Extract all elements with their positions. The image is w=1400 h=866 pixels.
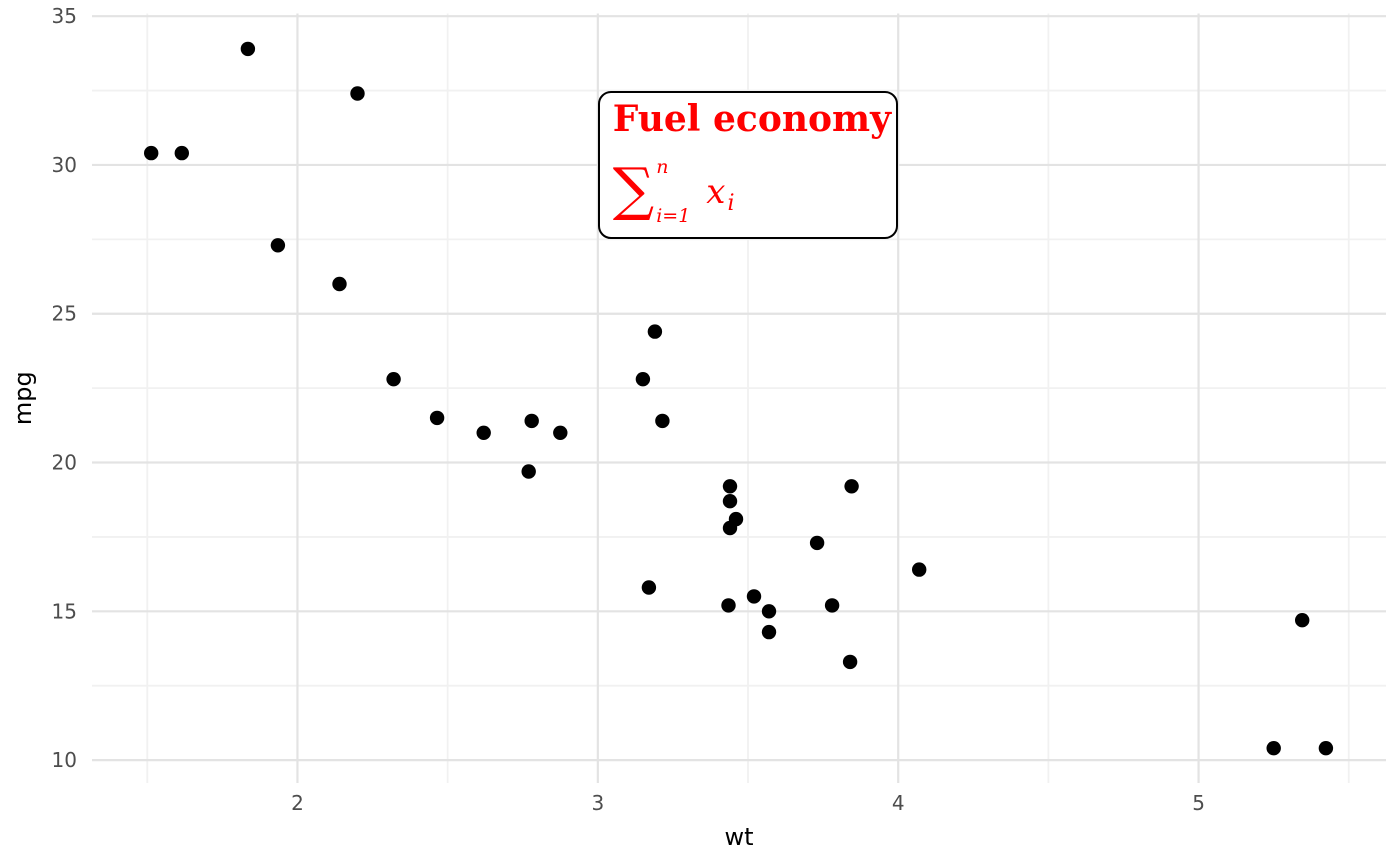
data-point bbox=[386, 372, 401, 387]
data-point bbox=[1295, 613, 1310, 628]
y-tick-label: 15 bbox=[52, 599, 77, 623]
annotation-box: Fuel economy ∑ n i=1 x i bbox=[597, 90, 899, 240]
data-point bbox=[553, 425, 568, 440]
data-point bbox=[809, 535, 825, 551]
data-point bbox=[912, 562, 927, 577]
data-point bbox=[429, 410, 445, 426]
data-point bbox=[1266, 741, 1281, 756]
data-points bbox=[144, 41, 1334, 756]
x-tick-label: 3 bbox=[591, 791, 604, 815]
data-point bbox=[721, 598, 736, 613]
formula-variable-subscript: i bbox=[727, 191, 735, 217]
y-tick-label: 30 bbox=[52, 153, 77, 177]
data-point bbox=[761, 624, 777, 640]
data-point bbox=[521, 464, 536, 479]
x-tick-label: 4 bbox=[892, 791, 905, 815]
data-point bbox=[240, 41, 256, 57]
summation-sigma-symbol: ∑ bbox=[612, 155, 655, 224]
data-point bbox=[746, 589, 762, 604]
data-point bbox=[641, 580, 657, 595]
summation-lower-limit: i=1 bbox=[656, 205, 691, 228]
data-point bbox=[842, 654, 858, 670]
data-point bbox=[761, 604, 777, 619]
y-axis-tick-labels: 10 15 20 25 30 35 bbox=[52, 4, 77, 772]
data-point bbox=[174, 145, 189, 161]
data-point bbox=[655, 413, 670, 429]
data-point bbox=[350, 86, 365, 101]
x-tick-label: 5 bbox=[1192, 791, 1205, 815]
summation-limits: n i=1 bbox=[656, 158, 690, 226]
data-point bbox=[1318, 741, 1334, 756]
annotation-formula: ∑ n i=1 x i bbox=[613, 155, 884, 229]
x-tick-label: 2 bbox=[291, 791, 304, 815]
y-tick-label: 25 bbox=[52, 302, 77, 326]
data-point bbox=[144, 145, 159, 161]
data-point bbox=[524, 413, 539, 429]
data-point bbox=[270, 238, 286, 253]
data-point bbox=[722, 494, 738, 509]
y-tick-label: 20 bbox=[52, 451, 77, 475]
data-point bbox=[722, 520, 738, 536]
y-axis-title: mpg bbox=[9, 371, 37, 425]
x-axis-title: wt bbox=[724, 823, 753, 851]
data-point bbox=[647, 324, 663, 339]
data-point bbox=[824, 598, 840, 613]
data-point bbox=[722, 479, 738, 494]
data-point bbox=[844, 479, 859, 494]
data-point bbox=[476, 425, 491, 440]
x-axis-tick-labels: 2 3 4 5 bbox=[291, 791, 1205, 815]
y-tick-label: 35 bbox=[52, 4, 77, 28]
summation-upper-limit: n bbox=[656, 156, 669, 179]
y-tick-label: 10 bbox=[52, 748, 77, 772]
formula-variable: x bbox=[706, 172, 726, 213]
data-point bbox=[332, 276, 347, 292]
annotation-title: Fuel economy bbox=[612, 97, 892, 140]
data-point bbox=[635, 372, 651, 387]
